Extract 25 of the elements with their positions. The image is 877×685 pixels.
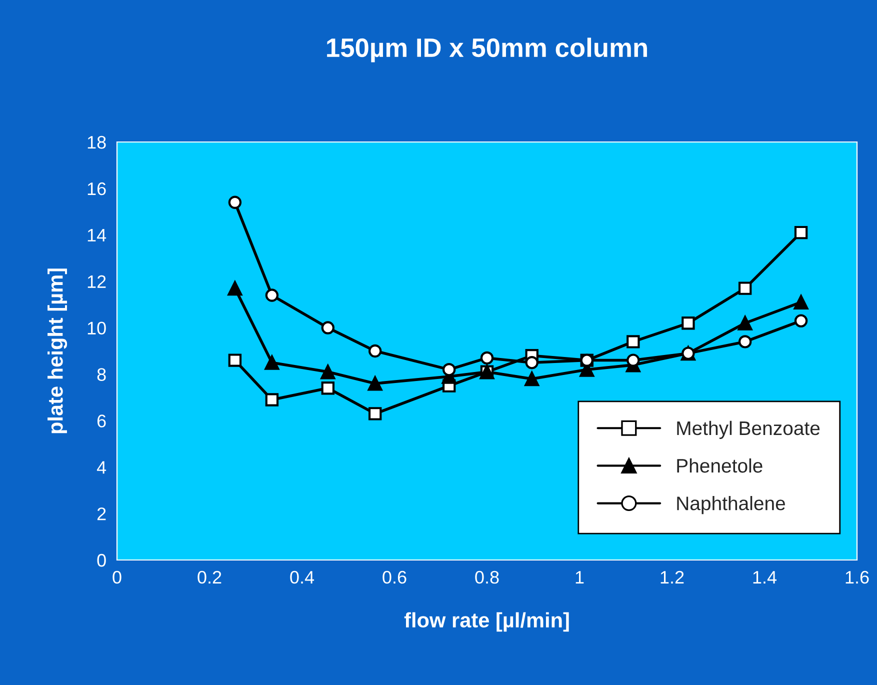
y-tick-label: 8 bbox=[97, 368, 106, 381]
x-tick-label: 1 bbox=[576, 571, 584, 584]
y-tick-label: 4 bbox=[96, 461, 106, 474]
x-tick-label: 1.4 bbox=[753, 571, 777, 584]
legend-label: Methyl Benzoate bbox=[677, 420, 820, 439]
y-tick-label: 2 bbox=[97, 507, 106, 520]
legend-label: Phenetole bbox=[677, 458, 762, 473]
y-tick-label: 16 bbox=[88, 182, 106, 196]
y-tick-label: 18 bbox=[88, 136, 106, 149]
y-tick-label: 0 bbox=[97, 554, 106, 567]
y-tick-label: 12 bbox=[88, 275, 106, 288]
x-tick-label: 0 bbox=[112, 570, 122, 584]
y-tick-label: 10 bbox=[88, 322, 106, 334]
y-tick-label: 6 bbox=[97, 414, 106, 428]
chart-title: 150µm ID x 50mm column bbox=[327, 38, 647, 62]
x-axis-title: flow rate [µl/min] bbox=[404, 612, 569, 632]
x-tick-label: 0.8 bbox=[475, 570, 499, 584]
y-tick-label: 14 bbox=[88, 229, 106, 242]
x-tick-label: 1.6 bbox=[846, 570, 869, 584]
y-axis-title: plate height [µm] bbox=[48, 268, 68, 434]
x-tick-label: 0.2 bbox=[198, 570, 222, 584]
x-tick-label: 0.6 bbox=[382, 570, 406, 584]
legend-label: Naphthalene bbox=[677, 496, 786, 514]
x-tick-label: 0.4 bbox=[290, 570, 314, 584]
x-tick-label: 1.2 bbox=[660, 570, 684, 584]
